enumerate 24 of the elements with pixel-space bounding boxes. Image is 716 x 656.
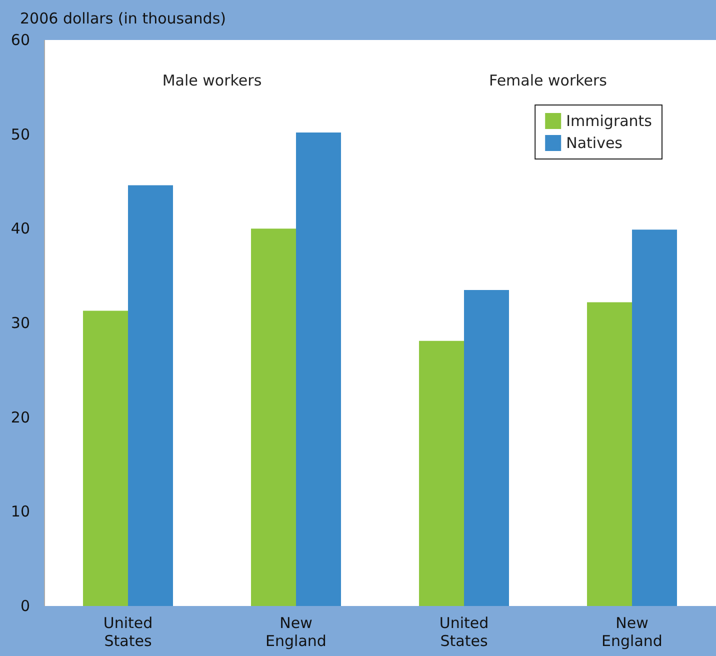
bar	[632, 230, 677, 606]
x-tick-label: New England	[266, 614, 326, 650]
legend-label: Immigrants	[566, 112, 652, 130]
annotation: Male workers	[162, 72, 262, 90]
y-axis-title: 2006 dollars (in thousands)	[20, 10, 226, 28]
bar	[128, 185, 173, 606]
x-tick-label: United States	[103, 614, 153, 650]
y-tick-label: 50	[10, 125, 30, 144]
bar	[464, 290, 509, 606]
bar	[587, 302, 632, 606]
y-tick-label: 40	[10, 220, 30, 238]
x-tick-label: United States	[439, 614, 489, 650]
y-tick-label: 0	[20, 597, 30, 615]
bar	[419, 340, 464, 606]
legend-label: Natives	[566, 134, 623, 152]
bar	[83, 310, 128, 606]
y-tick-label: 30	[10, 314, 30, 332]
y-tick-label: 60	[10, 31, 30, 49]
y-tick-label: 20	[10, 408, 30, 426]
y-tick-label: 10	[10, 502, 30, 521]
x-tick-label: New England	[602, 614, 662, 650]
bar	[251, 228, 296, 606]
annotation: Female workers	[489, 72, 608, 90]
bar	[296, 132, 341, 606]
